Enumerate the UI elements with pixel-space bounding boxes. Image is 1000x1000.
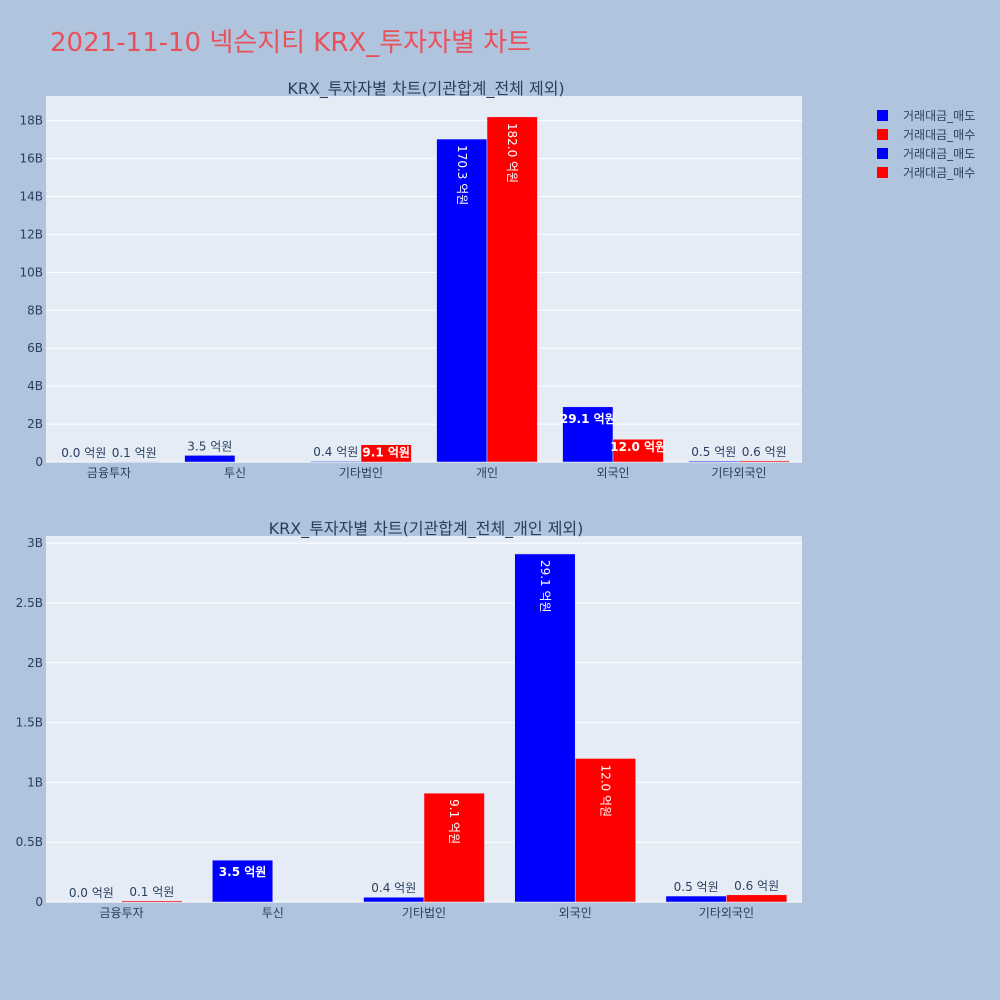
- data-label: 12.0 억원: [598, 764, 612, 817]
- x-tick-label: 외국인: [559, 906, 592, 920]
- data-label: 12.0 억원: [610, 440, 666, 454]
- legend-label: 거래대금_매수: [903, 128, 975, 142]
- plot-area: [46, 96, 802, 462]
- bar-buy: [612, 438, 664, 463]
- bar-sell: [184, 455, 236, 463]
- data-label: 0.0 억원: [69, 886, 114, 900]
- bar-sell: [562, 406, 614, 463]
- data-label: 0.6 억원: [742, 445, 787, 459]
- bar-sell: [310, 460, 362, 463]
- data-label: 0.1 억원: [112, 446, 157, 460]
- data-label: 0.6 억원: [734, 879, 779, 893]
- y-tick-label: 0: [35, 455, 43, 469]
- data-label: 9.1 억원: [447, 799, 461, 844]
- x-tick-label: 기타외국인: [711, 466, 766, 480]
- bar-buy: [121, 900, 183, 903]
- bar-buy: [726, 894, 788, 903]
- x-tick-label: 금융투자: [100, 906, 144, 920]
- legend-swatch: [877, 110, 888, 121]
- chart-title: KRX_투자자별 차트(기관합계_전체_개인 제외): [269, 519, 584, 539]
- chart-investor-excl-institution: 0 2B 4B 6B 8B 10B 12B 14B 16B 18B KRX_투자자별 차트(기관합계…: [19, 79, 802, 480]
- bar-buy: [738, 460, 790, 463]
- legend-label: 거래대금_매도: [903, 147, 975, 161]
- chart-investor-excl-institution-individual: 0 0.5B 1B 1.5B 2B 2.5B 3B KRX_투자자별 차트(기관합계_전체_개…: [16, 519, 802, 920]
- bar-buy: [486, 116, 538, 463]
- y-tick-label: 2B: [27, 656, 43, 670]
- data-label: 29.1 억원: [560, 412, 616, 426]
- y-tick-label: 6B: [27, 341, 43, 355]
- legend-label: 거래대금_매수: [903, 166, 975, 180]
- y-tick-label: 8B: [27, 303, 43, 317]
- y-tick-label: 4B: [27, 379, 43, 393]
- bar-buy: [423, 792, 485, 903]
- bar-buy: [360, 444, 412, 463]
- legend-swatch: [877, 167, 888, 178]
- legend-swatch: [877, 148, 888, 159]
- bar-sell: [514, 553, 576, 903]
- data-label: 0.5 억원: [691, 445, 736, 459]
- y-tick-label: 18B: [19, 114, 43, 128]
- legend-label: 거래대금_매도: [903, 109, 975, 123]
- x-tick-label: 기타법인: [402, 906, 446, 920]
- y-tick-label: 10B: [19, 265, 43, 279]
- y-tick-label: 16B: [19, 152, 43, 166]
- chart-title: KRX_투자자별 차트(기관합계_전체 제외): [287, 79, 564, 99]
- legend-swatch: [877, 129, 888, 140]
- y-tick-label: 2.5B: [16, 596, 43, 610]
- data-label: 182.0 억원: [505, 123, 519, 183]
- data-label: 3.5 억원: [219, 865, 267, 879]
- y-tick-label: 3B: [27, 536, 43, 550]
- bar-sell: [688, 460, 740, 463]
- bar-sell: [665, 895, 727, 903]
- data-label: 0.5 억원: [674, 880, 719, 894]
- data-label: 3.5 억원: [187, 439, 232, 453]
- data-label: 170.3 억원: [455, 145, 469, 205]
- bar-buy: [574, 758, 636, 903]
- y-tick-label: 14B: [19, 190, 43, 204]
- x-tick-label: 투신: [224, 466, 246, 480]
- data-label: 0.4 억원: [313, 445, 358, 459]
- bar-sell: [212, 859, 274, 903]
- y-tick-label: 1B: [27, 775, 43, 789]
- x-tick-label: 투신: [262, 906, 284, 920]
- page-title: 2021-11-10 넥슨지티 KRX_투자자별 차트: [50, 28, 532, 58]
- x-tick-label: 외국인: [596, 466, 629, 480]
- data-label: 0.1 억원: [129, 885, 174, 899]
- data-label: 29.1 억원: [538, 560, 552, 613]
- y-tick-label: 12B: [19, 227, 43, 241]
- data-label: 9.1 억원: [362, 446, 410, 460]
- x-tick-label: 기타외국인: [699, 906, 754, 920]
- y-tick-label: 0.5B: [16, 835, 43, 849]
- data-label: 0.4 억원: [371, 881, 416, 895]
- y-tick-label: 1.5B: [16, 716, 43, 730]
- data-label: 0.0 억원: [61, 446, 106, 460]
- bar-sell: [363, 896, 425, 903]
- x-tick-label: 기타법인: [339, 466, 383, 480]
- bar-sell: [436, 138, 488, 463]
- y-tick-label: 2B: [27, 417, 43, 431]
- x-tick-label: 금융투자: [87, 466, 131, 480]
- x-tick-label: 개인: [476, 466, 498, 480]
- y-tick-label: 0: [35, 895, 43, 909]
